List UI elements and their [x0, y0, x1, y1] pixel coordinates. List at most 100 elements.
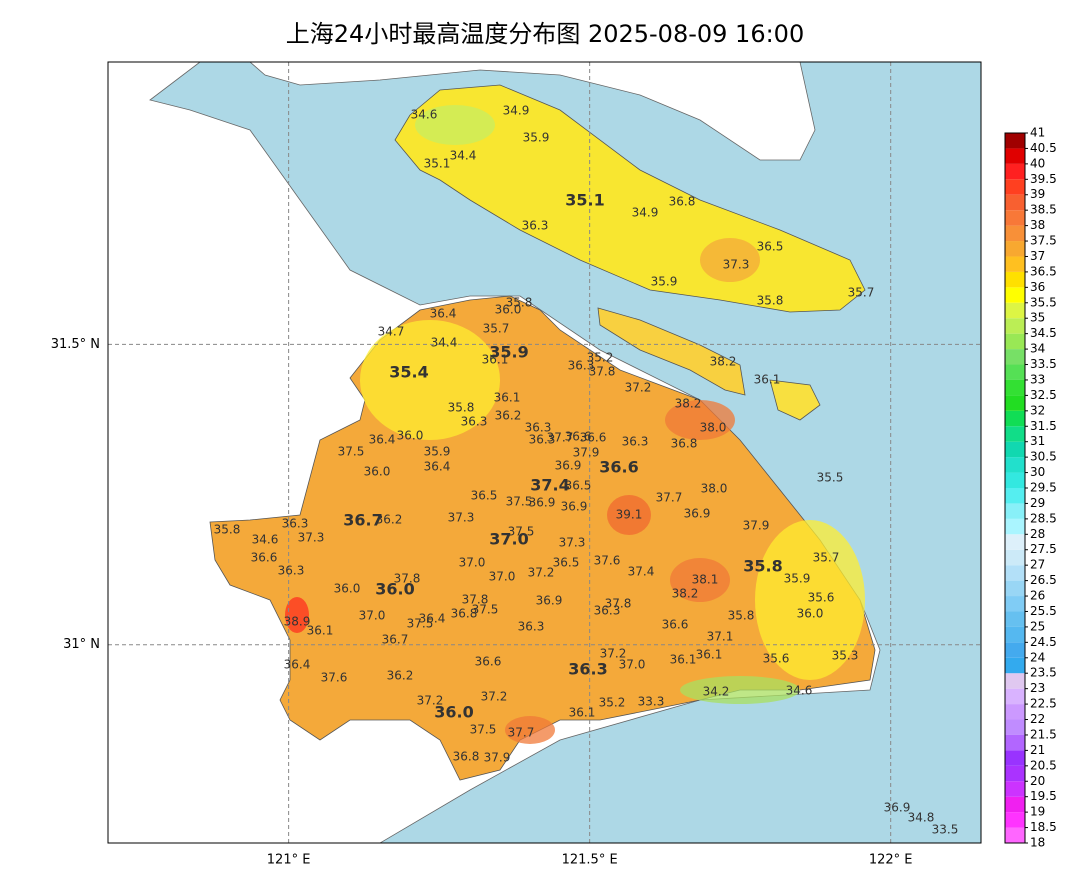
- station-value: 38.2: [710, 355, 737, 369]
- colorbar-label: 21: [1030, 743, 1045, 757]
- y-tick-label: 31.5° N: [51, 337, 100, 352]
- colorbar-label: 22: [1030, 712, 1045, 726]
- colorbar-cell: [1005, 657, 1025, 674]
- station-value: 36.1: [307, 624, 334, 638]
- station-value: 35.6: [763, 652, 790, 666]
- station-value: 36.1: [696, 648, 723, 662]
- station-value: 36.0: [397, 429, 424, 443]
- station-value: 37.4: [530, 476, 569, 495]
- station-value: 36.3: [282, 517, 309, 531]
- station-value: 36.3: [525, 421, 552, 435]
- station-value: 36.4: [424, 460, 451, 474]
- colorbar-cell: [1005, 518, 1025, 535]
- colorbar-label: 30: [1030, 465, 1045, 479]
- station-value: 37.5: [407, 617, 434, 631]
- station-value: 34.7: [378, 325, 405, 339]
- colorbar-cell: [1005, 410, 1025, 427]
- station-value: 33.5: [932, 823, 959, 837]
- station-value: 36.3: [568, 359, 595, 373]
- north-bank: [249, 62, 816, 161]
- station-value: 37.3: [448, 511, 475, 525]
- colorbar-cell: [1005, 719, 1025, 735]
- colorbar-cell: [1005, 457, 1025, 473]
- colorbar-cell: [1005, 472, 1025, 488]
- station-value: 36.9: [561, 500, 588, 514]
- colorbar-cell: [1005, 210, 1025, 226]
- colorbar-cell: [1005, 488, 1025, 504]
- colorbar-label: 26.5: [1030, 573, 1057, 587]
- station-value: 36.0: [434, 703, 473, 722]
- colorbar-cell: [1005, 133, 1025, 149]
- station-value: 36.7: [382, 633, 409, 647]
- colorbar-cell: [1005, 688, 1025, 705]
- colorbar-cell: [1005, 302, 1025, 319]
- station-value: 36.1: [482, 353, 509, 367]
- station-value: 36.4: [430, 307, 457, 321]
- colorbar-cell: [1005, 179, 1025, 195]
- station-value: 36.5: [471, 489, 498, 503]
- colorbar-label: 23.5: [1030, 666, 1057, 680]
- colorbar-label: 25.5: [1030, 604, 1057, 618]
- station-value: 36.6: [599, 458, 638, 477]
- colorbar-cell: [1005, 333, 1025, 350]
- colorbar-label: 33.5: [1030, 357, 1057, 371]
- station-value: 38.9: [284, 615, 311, 629]
- station-value: 35.8: [506, 296, 533, 310]
- colorbar-label: 20.5: [1030, 758, 1057, 772]
- colorbar-label: 20: [1030, 774, 1045, 788]
- axes-frame: [107, 61, 982, 844]
- station-value: 37.5: [470, 723, 497, 737]
- station-value: 36.6: [475, 655, 502, 669]
- station-value: 36.0: [364, 465, 391, 479]
- colorbar-label: 34.5: [1030, 326, 1057, 340]
- station-value: 37.0: [459, 556, 486, 570]
- station-value: 35.7: [848, 286, 875, 300]
- station-value: 37.5: [472, 603, 499, 617]
- colorbar-cell: [1005, 503, 1025, 519]
- station-value: 36.3: [568, 660, 607, 679]
- colorbar-cell: [1005, 549, 1025, 566]
- colorbar-label: 35: [1030, 311, 1045, 325]
- colorbar-cell: [1005, 287, 1025, 303]
- station-value: 37.9: [573, 446, 600, 460]
- colorbar-cell: [1005, 642, 1025, 658]
- station-value: 38.0: [700, 421, 727, 435]
- station-value: 35.8: [448, 401, 475, 415]
- station-value: 35.8: [757, 294, 784, 308]
- station-value: 37.3: [559, 536, 586, 550]
- station-value: 33.3: [638, 695, 665, 709]
- station-value: 38.2: [672, 587, 699, 601]
- colorbar-label: 29.5: [1030, 481, 1057, 495]
- station-value: 37.2: [417, 694, 444, 708]
- station-value: 37.8: [605, 597, 632, 611]
- station-value: 35.8: [743, 557, 782, 576]
- colorbar-label: 35.5: [1030, 295, 1057, 309]
- colorbar-label: 32.5: [1030, 388, 1057, 402]
- station-value: 34.9: [503, 104, 530, 118]
- station-value: 35.8: [728, 609, 755, 623]
- station-value: 37.7: [508, 726, 535, 740]
- colorbar-label: 38.5: [1030, 203, 1057, 217]
- station-value: 34.6: [411, 108, 438, 122]
- colorbar-cell: [1005, 750, 1025, 766]
- station-value: 37.8: [462, 593, 489, 607]
- station-value: 36.3: [622, 435, 649, 449]
- station-value: 35.9: [651, 275, 678, 289]
- colorbar-cell: [1005, 534, 1025, 550]
- hengsha-island: [769, 379, 821, 421]
- station-value: 37.3: [298, 531, 325, 545]
- x-tick-label: 121° E: [267, 853, 311, 868]
- station-value: 34.8: [908, 811, 935, 825]
- station-value: 36.8: [453, 750, 480, 764]
- colorbar-cell: [1005, 781, 1025, 797]
- station-value: 36.3: [529, 433, 556, 447]
- colorbar-cell: [1005, 580, 1025, 597]
- colorbar-cell: [1005, 426, 1025, 442]
- colorbar-label: 26: [1030, 589, 1045, 603]
- colorbar-label: 23: [1030, 681, 1045, 695]
- colorbar-cell: [1005, 611, 1025, 627]
- station-value: 37.5: [506, 495, 533, 509]
- station-value: 34.9: [632, 206, 659, 220]
- colorbar-label: 19.5: [1030, 789, 1057, 803]
- x-tick-label: 121.5° E: [562, 853, 618, 868]
